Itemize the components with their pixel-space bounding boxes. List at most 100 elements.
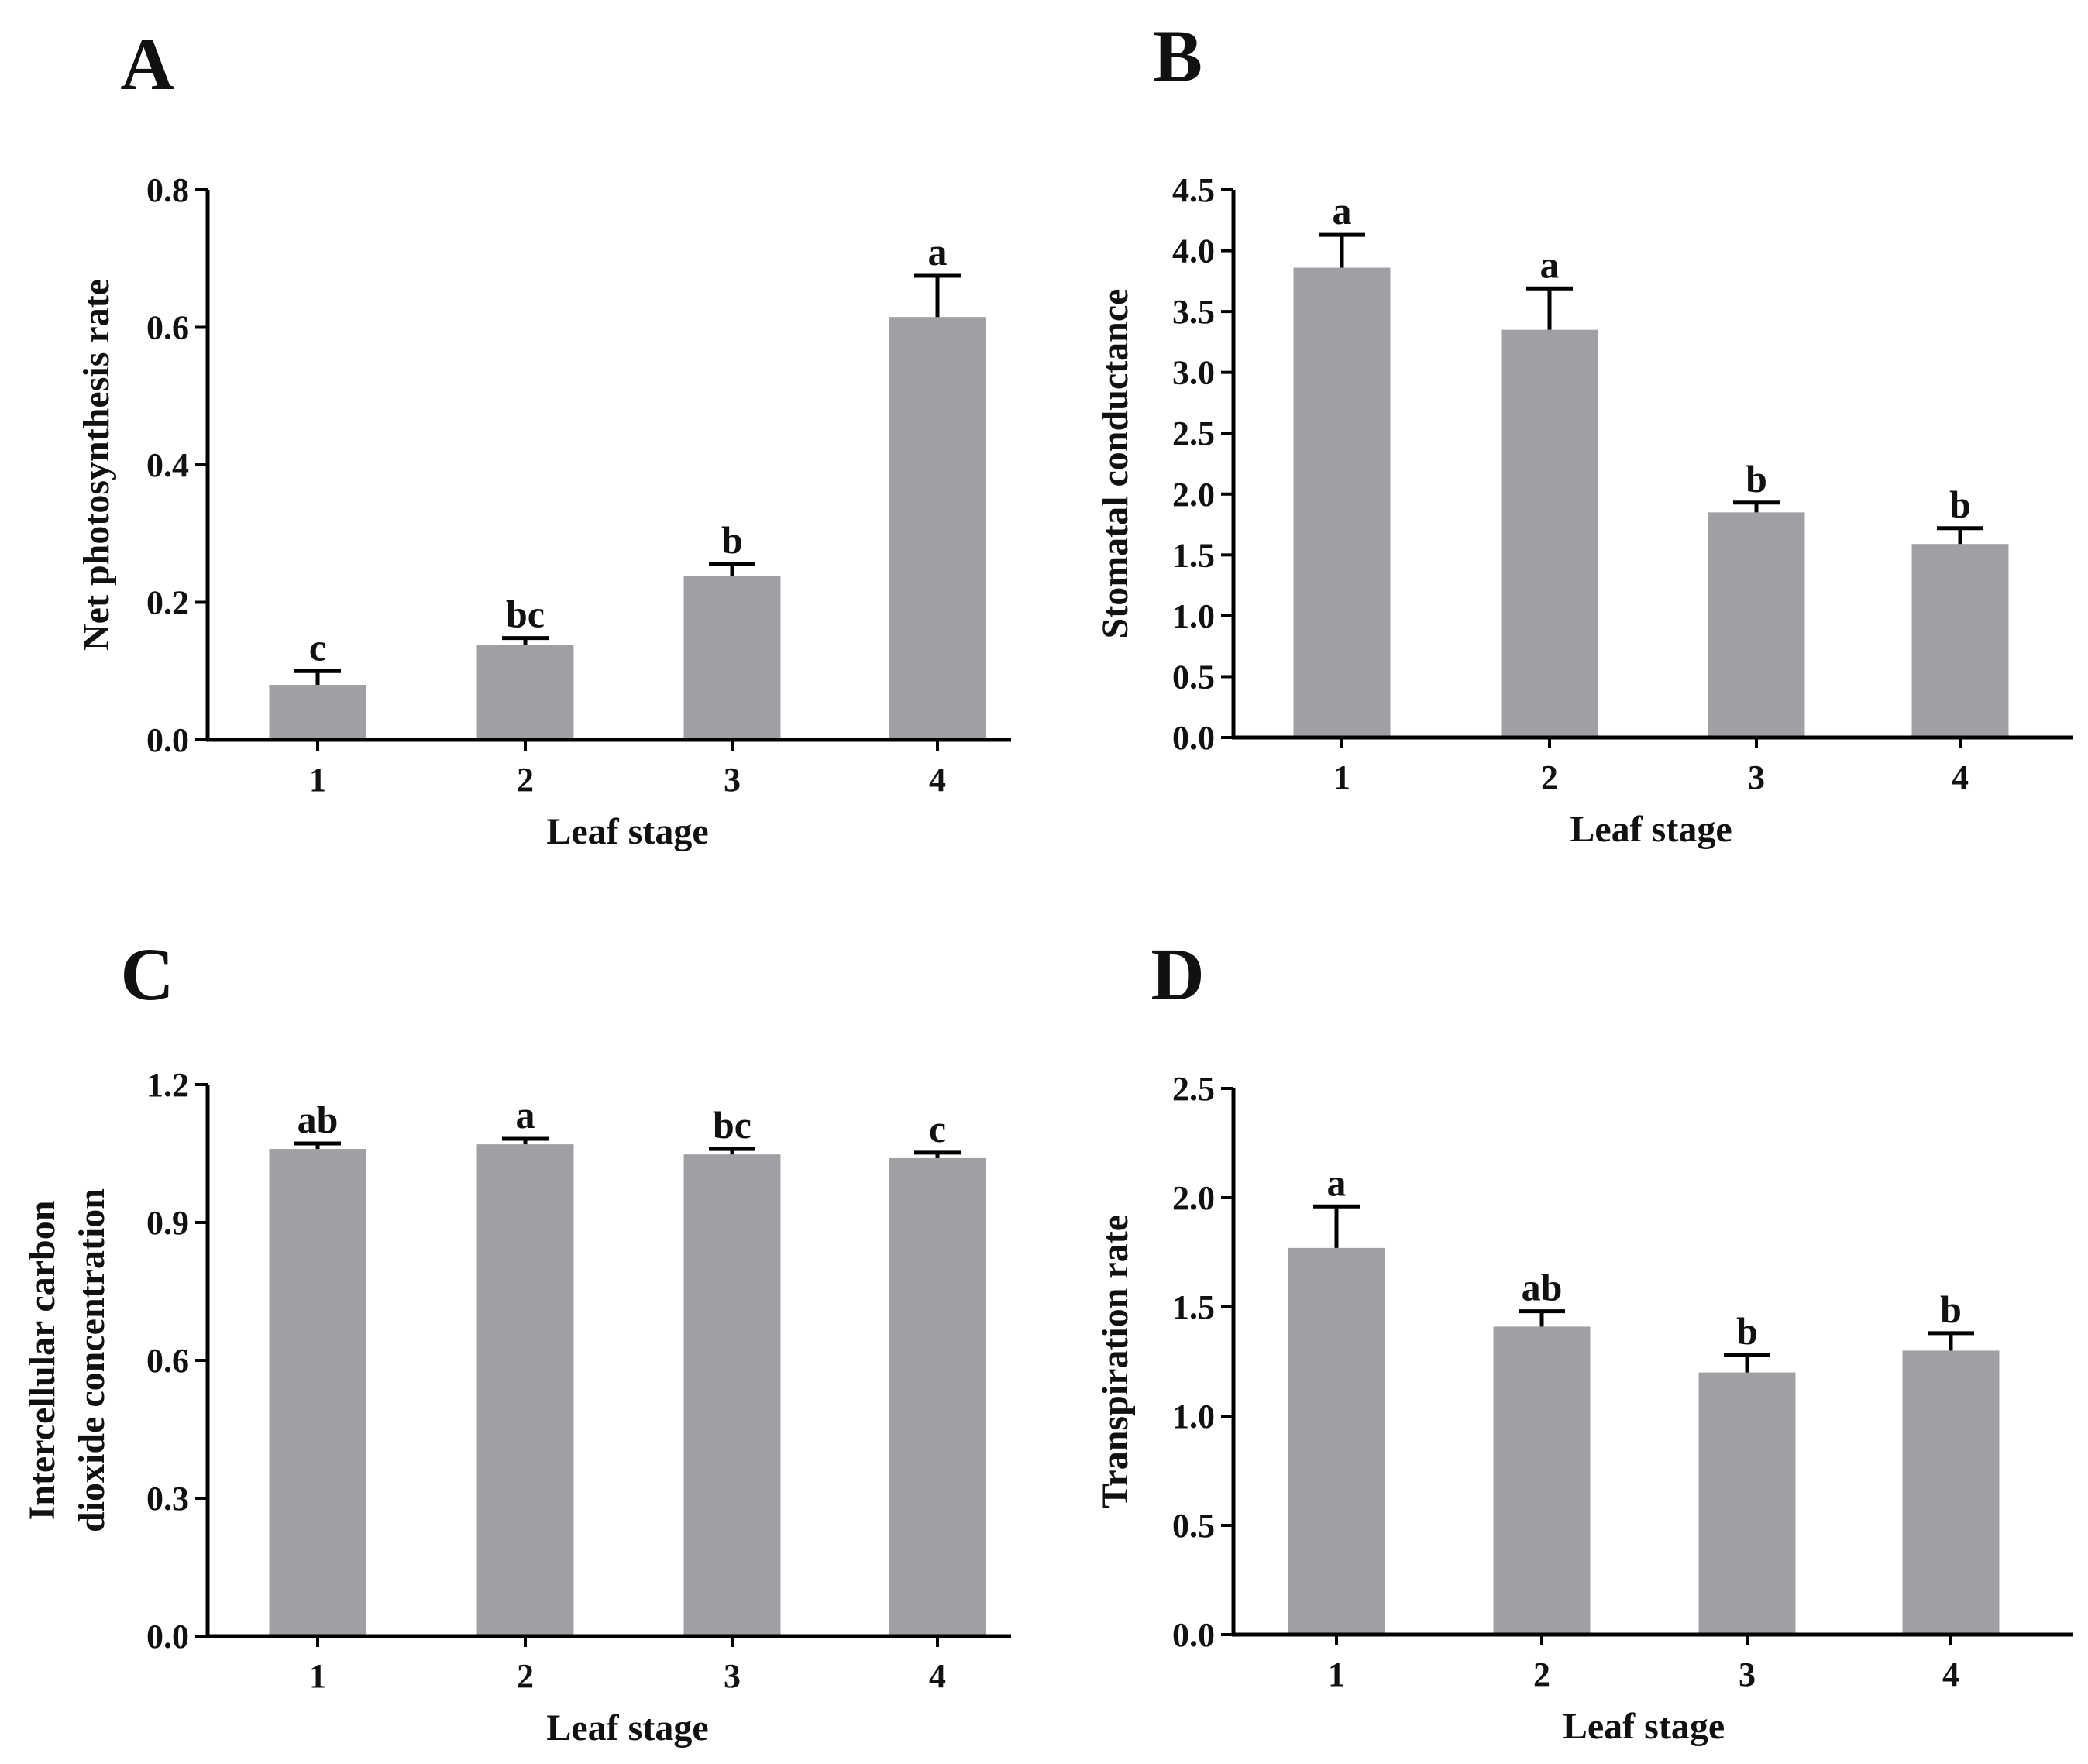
panel-b-xtick-label-2: 2 (1541, 758, 1558, 796)
panel-a-xtick-label-2: 2 (517, 761, 534, 799)
panel-d-xtick-label-2: 2 (1533, 1656, 1550, 1694)
panel-d-ytick-label-0: 0.0 (1172, 1616, 1215, 1654)
panel-b-y-axis-title: Stomatal conductance (1095, 289, 1136, 639)
panel-a-x-axis-title: Leaf stage (546, 811, 708, 852)
panel-a: Ac 1 bc 2 b 3 a 4 0.0 0.2 0.4 0.6 0.8 Leaf stage Net p… (76, 22, 1011, 852)
panel-b-errorbar-3 (1733, 500, 1780, 513)
panel-a-letter: A (120, 22, 174, 105)
panel-c-significance-3: bc (713, 1103, 752, 1147)
panel-a-y-axis-title: Net photosynthesis rate (76, 279, 117, 651)
panel-a-ytick-label-3: 0.6 (146, 309, 189, 347)
panel-b-xtick-label-3: 3 (1748, 758, 1765, 796)
panel-b-ytick-label-3: 1.5 (1172, 536, 1215, 574)
panel-b-ytick-label-6: 3.0 (1172, 354, 1215, 392)
panel-b-ytick-label-4: 2.0 (1172, 476, 1215, 514)
panel-d-errorbar-1 (1313, 1204, 1360, 1248)
panel-d-significance-4: b (1940, 1288, 1962, 1331)
panel-c-y-axis-title-line-2: dioxide concentration (71, 1188, 112, 1532)
panel-d-ytick-label-3: 1.5 (1172, 1288, 1215, 1326)
panel-a-errorbar-1 (294, 669, 341, 685)
panel-d-ytick-label-1: 0.5 (1172, 1507, 1215, 1545)
panel-b-ytick-label-5: 2.5 (1172, 414, 1215, 452)
panel-d-significance-2: ab (1522, 1266, 1563, 1309)
panel-c-bar-3 (683, 1154, 781, 1636)
panel-a-ytick-label-2: 0.4 (146, 446, 189, 484)
panel-c-ytick-label-3: 0.9 (146, 1204, 189, 1242)
panel-b-errorbar-1 (1319, 232, 1365, 268)
panel-b-significance-2: a (1540, 242, 1560, 286)
panel-a-bar-1 (269, 685, 366, 740)
panel-c-significance-2: a (516, 1093, 535, 1136)
panel-d-significance-3: b (1736, 1309, 1758, 1353)
panel-d-ytick-label-4: 2.0 (1172, 1179, 1215, 1217)
panel-d-ytick-label-2: 1.0 (1172, 1398, 1215, 1436)
panel-d-bar-3 (1698, 1372, 1796, 1635)
panel-c-xtick-label-1: 1 (309, 1657, 326, 1695)
panel-d: Da 1 ab 2 b 3 b 4 0.0 0.5 1.0 1.5 2.0 2.5 Leaf stage Tr… (1095, 933, 2073, 1747)
panel-d-xtick-label-4: 4 (1942, 1656, 1959, 1694)
panel-c-errorbar-4 (914, 1150, 961, 1158)
panel-b-ytick-label-8: 4.0 (1172, 232, 1215, 270)
panel-b-bar-2 (1501, 329, 1598, 738)
panel-a-significance-2: bc (506, 593, 545, 636)
panel-c-bar-2 (476, 1144, 574, 1636)
panel-c-significance-4: c (929, 1107, 946, 1150)
panel-a-significance-3: b (721, 518, 743, 562)
panel-a-errorbar-2 (502, 636, 549, 645)
panel-c-ytick-label-2: 0.6 (146, 1342, 189, 1380)
panel-a-errorbar-4 (914, 273, 961, 318)
panel-a-significance-1: c (309, 625, 326, 669)
panel-b-errorbar-2 (1526, 286, 1573, 330)
panel-c-x-axis-title: Leaf stage (546, 1707, 708, 1749)
panel-b-significance-4: b (1949, 483, 1971, 526)
panel-c-ytick-label-1: 0.3 (146, 1480, 189, 1518)
panel-a-ytick-label-1: 0.2 (146, 584, 189, 622)
panel-b-significance-1: a (1333, 189, 1352, 232)
panel-d-xtick-label-1: 1 (1328, 1656, 1345, 1694)
panel-d-y-axis-title: Transpiration rate (1095, 1215, 1136, 1508)
panel-b-errorbar-4 (1937, 526, 1983, 545)
panel-a-ytick-label-0: 0.0 (146, 721, 189, 759)
panel-d-significance-1: a (1327, 1161, 1347, 1204)
panel-b-significance-3: b (1746, 457, 1767, 500)
panel-c-xtick-label-4: 4 (929, 1657, 946, 1695)
panel-b-ytick-label-0: 0.0 (1172, 719, 1215, 757)
panel-a-bar-3 (683, 576, 781, 740)
panel-c-xtick-label-3: 3 (724, 1657, 741, 1695)
panel-c-y-axis-title-line-1: Intercellular carbon (22, 1201, 63, 1521)
panel-c-letter: C (120, 933, 174, 1016)
panel-d-errorbar-4 (1928, 1331, 1974, 1351)
panel-b-bar-1 (1293, 267, 1391, 738)
panel-d-errorbar-2 (1519, 1309, 1565, 1327)
panel-a-xtick-label-1: 1 (309, 761, 326, 799)
panel-c-significance-1: ab (298, 1098, 339, 1141)
panel-b-ytick-label-2: 1.0 (1172, 597, 1215, 635)
panel-b: Ba 1 a 2 b 3 b 4 0.0 0.5 1.0 1.5 2.0 2.5 3.0 3.5 4.0 4.5 L… (1095, 15, 2073, 850)
panel-b-bar-3 (1708, 512, 1805, 738)
panel-c-bar-1 (269, 1149, 366, 1636)
panel-a-significance-4: a (928, 230, 948, 273)
panel-a-xtick-label-3: 3 (724, 761, 741, 799)
panel-c-errorbar-1 (294, 1141, 341, 1150)
panel-d-bar-1 (1288, 1247, 1385, 1635)
panel-d-xtick-label-3: 3 (1739, 1656, 1756, 1694)
panel-a-bar-2 (476, 645, 574, 740)
panel-b-bar-4 (1911, 544, 2009, 738)
panel-c: Cab 1 a 2 bc 3 c 4 0.0 0.3 0.6 0.9 1.2 Leaf stage Inte… (22, 933, 1011, 1749)
panel-d-bar-2 (1493, 1326, 1591, 1635)
panel-a-xtick-label-4: 4 (929, 761, 946, 799)
panel-b-ytick-label-7: 3.5 (1172, 293, 1215, 331)
panel-a-bar-4 (889, 317, 986, 740)
panel-d-ytick-label-5: 2.5 (1172, 1070, 1215, 1108)
panel-c-errorbar-3 (709, 1147, 755, 1155)
panel-c-ytick-label-4: 1.2 (146, 1066, 189, 1104)
panel-c-xtick-label-2: 2 (517, 1657, 534, 1695)
panel-b-xtick-label-4: 4 (1952, 758, 1969, 796)
panel-c-ytick-label-0: 0.0 (146, 1618, 189, 1656)
panel-d-bar-4 (1902, 1350, 2000, 1635)
panel-c-errorbar-2 (502, 1136, 549, 1145)
panel-b-ytick-label-1: 0.5 (1172, 658, 1215, 696)
panel-c-bar-4 (889, 1157, 986, 1636)
panel-b-letter: B (1153, 15, 1202, 98)
